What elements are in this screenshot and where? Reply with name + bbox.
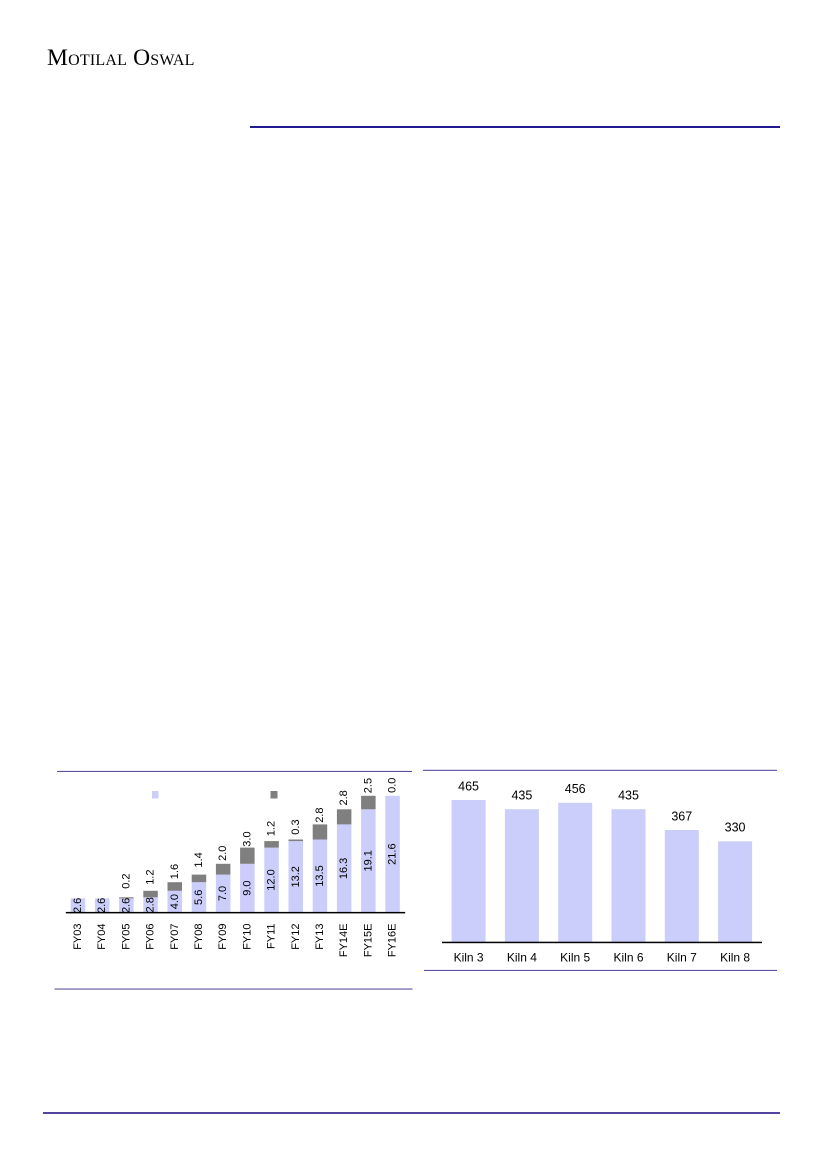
svg-text:Kiln 6: Kiln 6 — [613, 951, 643, 965]
svg-text:FY14E: FY14E — [338, 924, 350, 958]
svg-text:435: 435 — [511, 789, 532, 803]
svg-text:2.6: 2.6 — [96, 898, 108, 913]
svg-text:1.4: 1.4 — [193, 852, 205, 867]
svg-text:FY08: FY08 — [193, 924, 205, 950]
svg-text:FY06: FY06 — [145, 924, 157, 950]
svg-text:FY11: FY11 — [266, 924, 278, 949]
svg-text:21.6: 21.6 — [387, 843, 399, 864]
svg-text:2.5: 2.5 — [362, 778, 374, 793]
svg-text:456: 456 — [565, 782, 586, 796]
svg-text:FY09: FY09 — [217, 924, 229, 950]
svg-text:FY10: FY10 — [241, 924, 253, 950]
svg-text:3.0: 3.0 — [241, 831, 253, 846]
svg-text:435: 435 — [618, 789, 639, 803]
svg-text:FY03: FY03 — [72, 924, 84, 950]
svg-text:FY13: FY13 — [314, 924, 326, 950]
svg-text:7.0: 7.0 — [217, 886, 229, 901]
svg-text:19.1: 19.1 — [362, 850, 374, 871]
svg-text:465: 465 — [458, 779, 479, 793]
svg-text:2.8: 2.8 — [338, 790, 350, 805]
svg-text:4.0: 4.0 — [169, 894, 181, 909]
svg-text:FY12: FY12 — [290, 924, 302, 950]
svg-text:FY16E: FY16E — [387, 924, 399, 958]
svg-text:2.8: 2.8 — [145, 897, 157, 912]
svg-text:FY07: FY07 — [169, 924, 181, 950]
svg-text:367: 367 — [671, 809, 692, 823]
svg-text:1.2: 1.2 — [266, 821, 278, 836]
svg-text:9.0: 9.0 — [241, 880, 253, 895]
svg-text:FY15E: FY15E — [362, 924, 374, 958]
svg-text:Kiln 3: Kiln 3 — [454, 951, 484, 965]
svg-text:16.3: 16.3 — [338, 858, 350, 879]
svg-text:Kiln 7: Kiln 7 — [667, 951, 697, 965]
svg-text:Kiln 5: Kiln 5 — [560, 951, 590, 965]
svg-text:12.0: 12.0 — [266, 869, 278, 890]
svg-text:330: 330 — [725, 821, 746, 835]
svg-text:Kiln 8: Kiln 8 — [720, 951, 750, 965]
svg-text:0.3: 0.3 — [290, 819, 302, 834]
svg-text:2.0: 2.0 — [217, 846, 229, 861]
svg-text:2.6: 2.6 — [72, 898, 84, 913]
svg-text:0.2: 0.2 — [120, 874, 132, 889]
svg-text:2.6: 2.6 — [120, 898, 132, 913]
svg-text:FY04: FY04 — [96, 924, 108, 950]
svg-text:0.0: 0.0 — [387, 778, 399, 793]
svg-text:Kiln 4: Kiln 4 — [507, 951, 537, 965]
svg-text:13.5: 13.5 — [314, 865, 326, 886]
svg-text:1.6: 1.6 — [169, 864, 181, 879]
svg-text:13.2: 13.2 — [290, 866, 302, 887]
svg-text:2.8: 2.8 — [314, 808, 326, 823]
svg-text:5.6: 5.6 — [193, 890, 205, 905]
svg-text:FY05: FY05 — [120, 924, 132, 950]
svg-text:1.2: 1.2 — [145, 870, 157, 885]
